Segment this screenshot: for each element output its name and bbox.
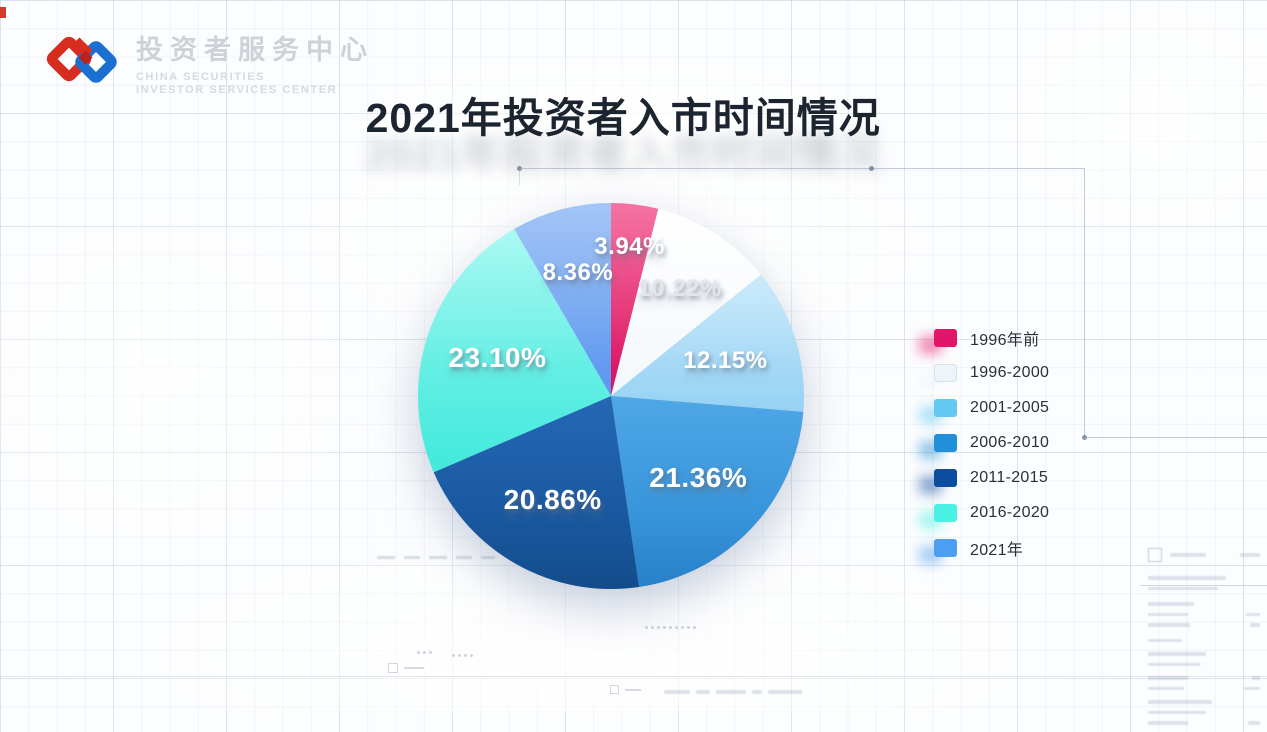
page-edge-red-tick [0,7,6,18]
frame-bottom-line [1084,437,1267,438]
deco-mini-dots-2 [452,654,473,657]
legend-label: 2001-2005 [970,398,1050,416]
legend-item-1996-2000: 1996-2000 [919,355,1050,390]
legend-label: 2006-2010 [970,433,1050,451]
legend-swatch-wrap [919,503,957,529]
legend-item-2011-2015: 2011-2015 [919,460,1049,495]
legend-swatch-wrap [919,363,957,389]
legend-swatch [934,363,957,382]
brand-subtitle-line2: INVESTOR SERVICES CENTER [136,84,338,96]
legend-label: 2021年 [970,541,1024,559]
legend-swatch-wrap [919,468,957,494]
brand-subtitle-line1: CHINA SECURITIES [136,71,266,83]
legend-swatch [934,433,957,452]
deco-mini-dots-1 [417,651,432,654]
deco-text-bars [664,690,802,694]
legend-swatch-wrap [919,433,957,459]
pie-chart-svg [418,203,804,589]
legend-swatch-wrap [919,328,957,354]
brand-block: 投资者服务中心 CHINA SECURITIES INVESTOR SERVIC… [42,28,374,97]
legend-swatch [934,328,957,347]
legend-item-2021年: 2021年 [919,530,1049,565]
legend-item-2001-2005: 2001-2005 [919,390,1050,425]
page-title: 2021年投资者入市时间情况 [365,95,881,141]
legend-swatch [934,538,957,557]
legend-swatch-wrap [919,398,957,424]
legend-item-2006-2010: 2006-2010 [919,425,1050,460]
legend-label: 1996-2000 [970,363,1050,381]
legend-item-1996年前: 1996年前 [919,320,1049,355]
legend-label: 1996年前 [970,331,1040,349]
frame-dot-corner [1082,435,1087,440]
frame-right-line [1084,168,1085,438]
legend-label: 2011-2015 [970,468,1049,486]
legend-label: 2016-2020 [970,503,1050,521]
pie-sheen-overlay [418,203,804,589]
deco-spec-block [1148,548,1260,732]
csisc-logo-icon [46,36,117,83]
legend-swatch [934,503,957,522]
brand-title: 投资者服务中心 [136,35,374,65]
pie-chart [411,196,811,596]
deco-marker-2 [610,685,641,694]
legend-item-2016-2020: 2016-2020 [919,495,1050,530]
deco-baseline [0,676,1267,677]
brand-subtitle: CHINA SECURITIES INVESTOR SERVICES CENTE… [136,71,374,97]
brand-text: 投资者服务中心 CHINA SECURITIES INVESTOR SERVIC… [136,28,374,97]
deco-dots-row [645,626,696,629]
chart-legend: 1996年前 1996-2000 2001-2005 2006-2010 2011-20… [919,320,1050,565]
legend-swatch [934,398,957,417]
deco-marker-1 [388,663,424,673]
legend-swatch-wrap [919,538,957,564]
legend-swatch [934,468,957,487]
